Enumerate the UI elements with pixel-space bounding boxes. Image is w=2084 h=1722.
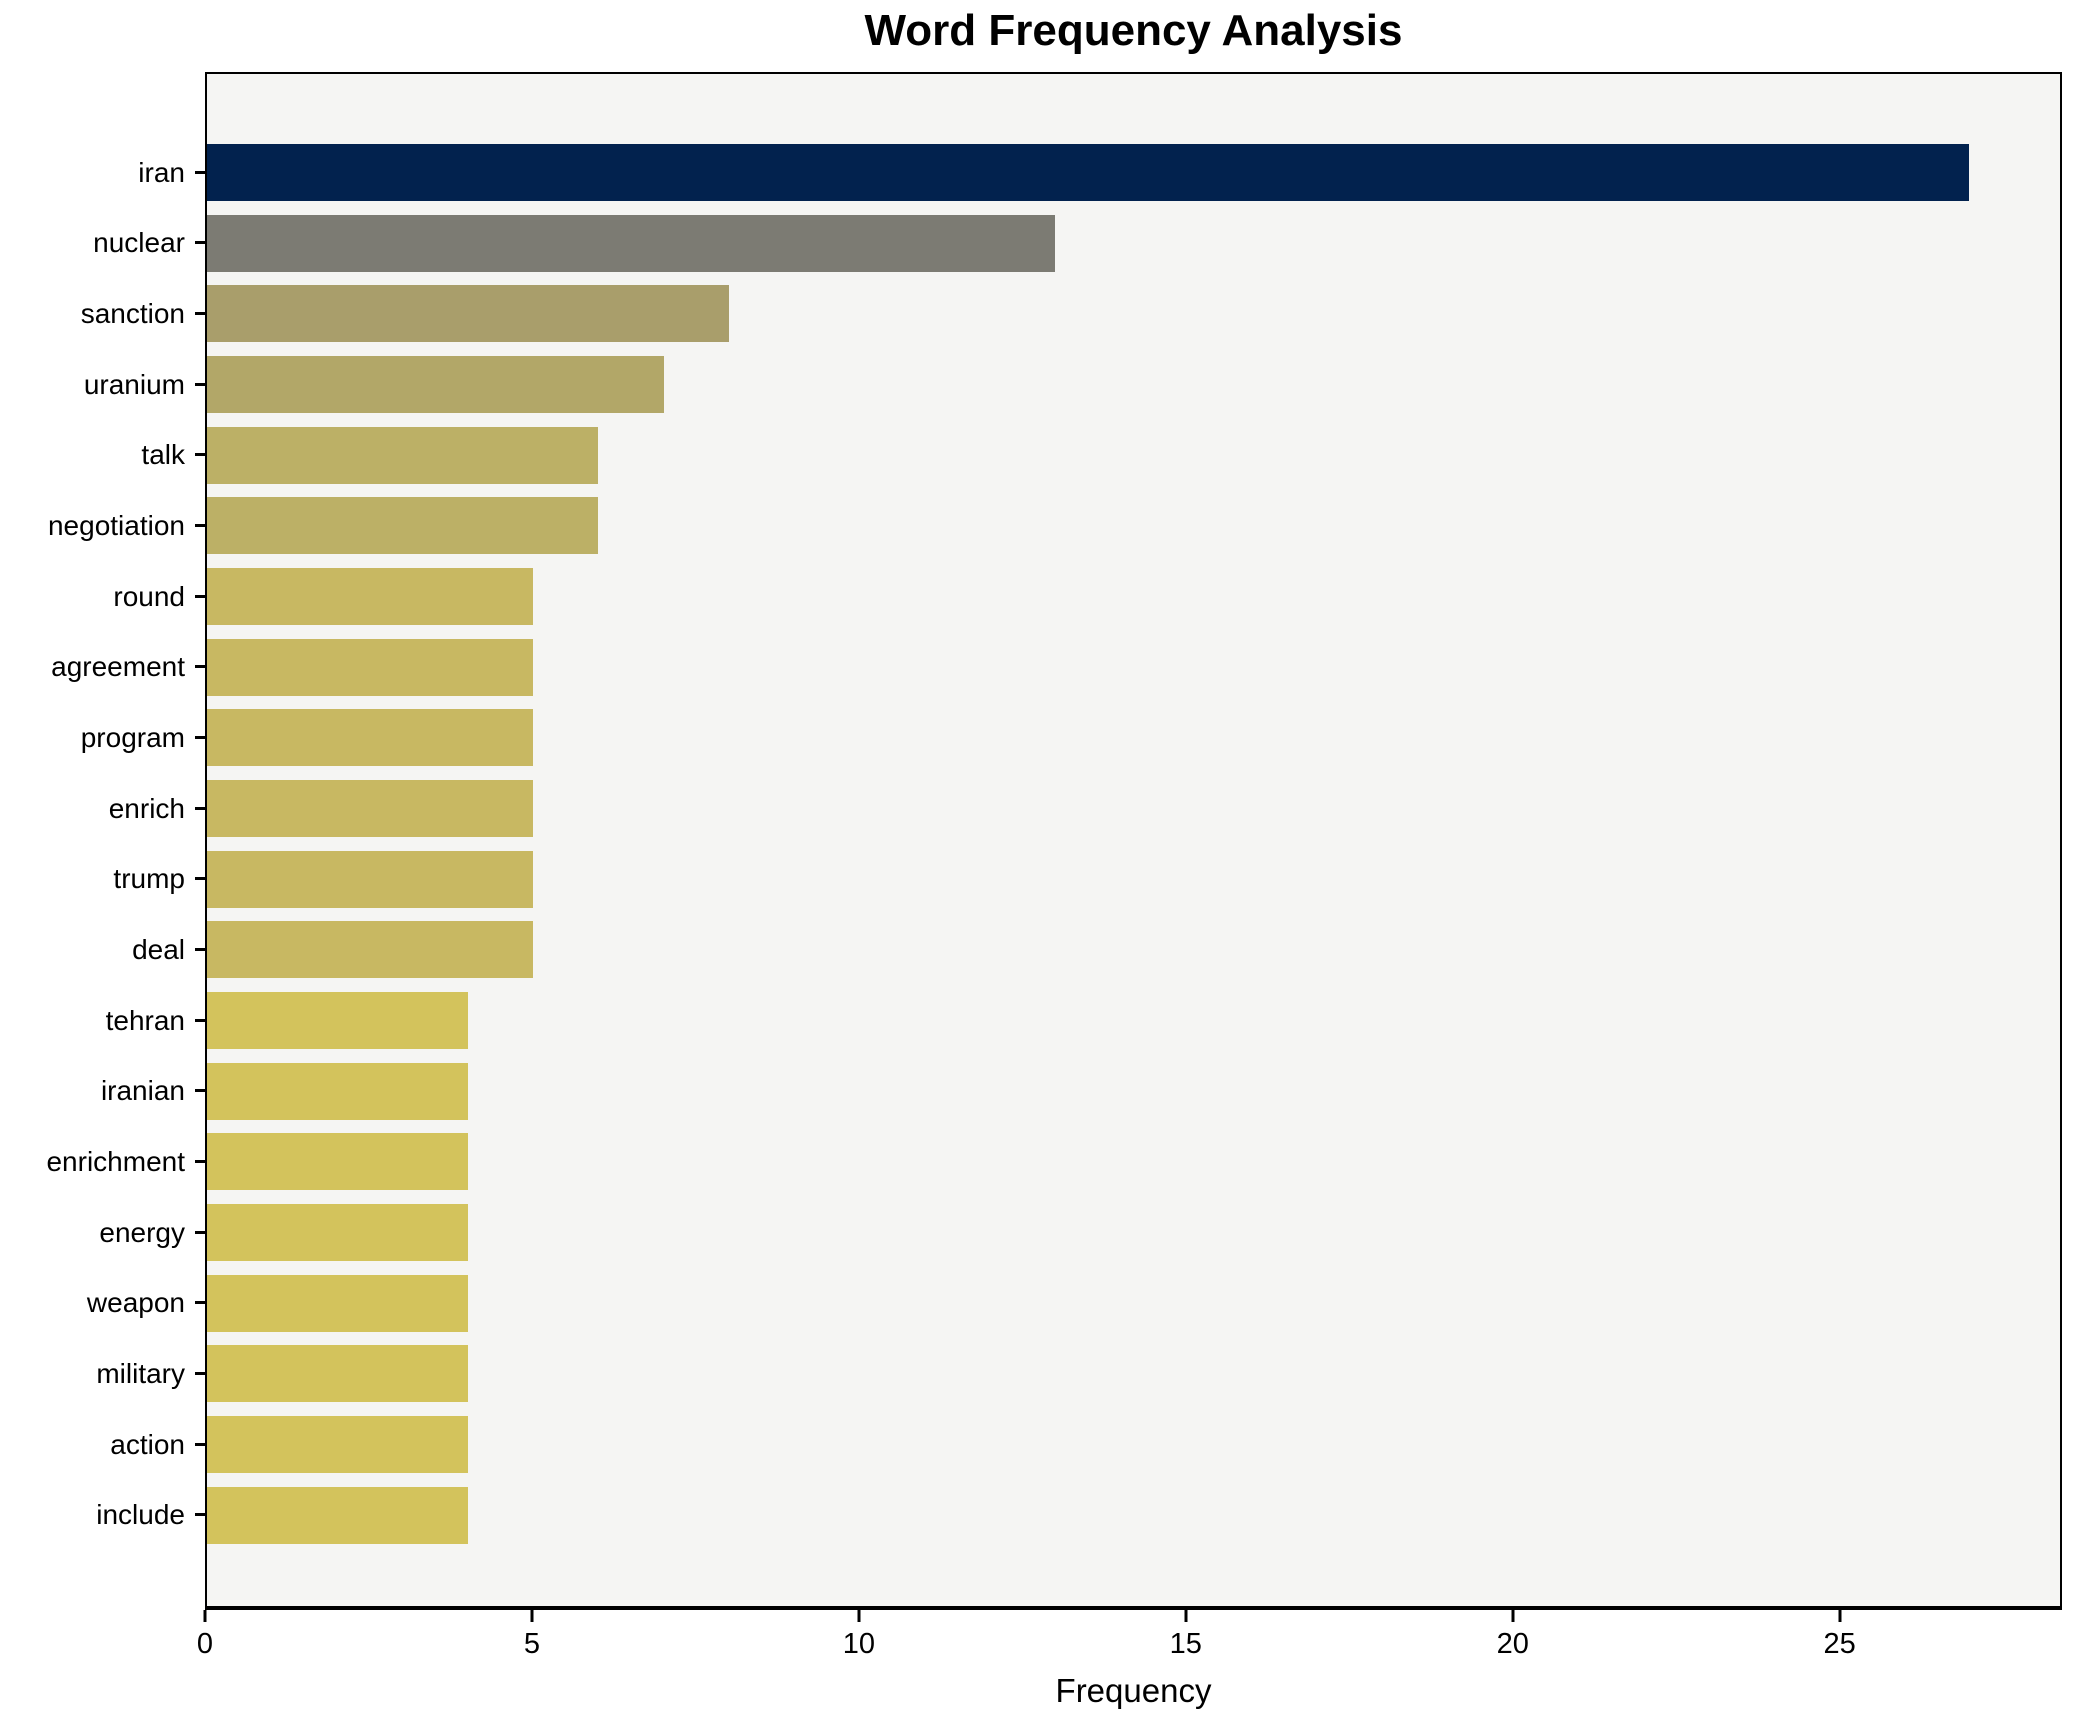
bar-row-negotiation: negotiation [48,497,2060,555]
y-tick-mark [195,877,207,881]
x-tick-label-10: 10 [842,1628,875,1660]
y-tick-mark [195,1159,207,1163]
x-tick-mark-20 [1511,1610,1515,1622]
x-tick-label-5: 5 [523,1628,540,1660]
x-tick-label-15: 15 [1169,1628,1202,1660]
bar-program [207,709,534,767]
x-tick-mark-10 [857,1610,861,1622]
y-tick-label-talk: talk [141,439,185,471]
y-tick-label-trump: trump [113,863,185,895]
y-tick-mark [195,170,207,174]
y-tick-label-sanction: sanction [80,297,185,329]
y-tick-mark [195,1018,207,1022]
y-tick-mark [195,453,207,457]
y-tick-mark [195,1089,207,1093]
bar-negotiation [207,497,599,555]
bar-row-talk: talk [141,426,2060,484]
bar-talk [207,426,599,484]
bar-row-action: action [110,1416,2060,1474]
y-tick-label-action: action [110,1428,185,1460]
bar-row-tehran: tehran [106,992,2060,1050]
y-tick-label-agreement: agreement [51,651,185,683]
y-tick-label-uranium: uranium [83,368,185,400]
bar-row-program: program [81,709,2060,767]
x-tick-mark-15 [1184,1610,1188,1622]
y-tick-label-weapon: weapon [86,1287,185,1319]
bar-row-weapon: weapon [87,1274,2060,1332]
bar-trump [207,850,534,908]
bar-row-trump: trump [113,850,2060,908]
y-tick-label-military: military [96,1357,185,1389]
bar-row-iranian: iranian [101,1062,2060,1120]
y-tick-mark [195,1301,207,1305]
bar-sanction [207,285,729,343]
x-tick-label-20: 20 [1496,1628,1529,1660]
y-tick-mark [195,311,207,315]
bar-deal [207,921,534,979]
y-tick-mark [195,665,207,669]
bar-row-enrichment: enrichment [46,1133,2060,1191]
y-tick-label-nuclear: nuclear [93,227,185,259]
y-tick-label-iranian: iranian [100,1075,185,1107]
bar-row-uranium: uranium [84,356,2060,414]
x-tick-label-0: 0 [196,1628,214,1660]
bar-row-iran: iran [138,144,2060,201]
y-tick-label-energy: energy [99,1216,185,1248]
x-tick-label-25: 25 [1823,1628,1856,1660]
bar-group: iran nuclear sanction uranium talk negotiatio… [46,144,2060,1544]
x-axis-title: Frequency [1055,1672,1212,1709]
y-tick-mark [195,947,207,951]
bar-weapon [207,1274,468,1332]
bar-nuclear [207,214,1056,272]
y-tick-label-deal: deal [132,933,185,965]
plot-area: iran nuclear sanction uranium talk negotiatio… [46,72,2062,1610]
y-tick-label-negotiation: negotiation [47,509,185,541]
bar-enrich [207,780,534,838]
y-tick-mark [195,735,207,739]
y-tick-mark [195,1230,207,1234]
y-tick-mark [195,594,207,598]
y-tick-label-round: round [113,580,185,612]
bar-agreement [207,638,534,696]
bar-row-nuclear: nuclear [93,214,2060,272]
y-tick-label-include: include [96,1499,185,1531]
bar-iran [207,144,1969,201]
bar-row-deal: deal [132,921,2060,979]
bar-military [207,1345,468,1403]
y-tick-mark [195,806,207,810]
y-tick-label-tehran: tehran [105,1004,185,1036]
y-tick-mark [195,1371,207,1375]
bar-round [207,568,534,626]
bar-row-include: include [96,1486,2060,1544]
bar-include [207,1486,468,1544]
bar-row-enrich: enrich [109,780,2060,838]
y-tick-label-program: program [80,721,185,753]
bar-row-round: round [113,568,2060,626]
chart-title: Word Frequency Analysis [864,6,1403,55]
bar-iranian [207,1062,468,1120]
y-tick-mark [195,523,207,527]
x-tick-mark-5 [530,1610,534,1622]
y-tick-mark [195,382,207,386]
y-tick-mark [195,241,207,245]
y-tick-mark [195,1442,207,1446]
bar-energy [207,1204,468,1262]
y-tick-label-enrich: enrich [108,792,185,824]
bar-row-sanction: sanction [81,285,2060,343]
bar-row-agreement: agreement [51,638,2060,696]
bar-enrichment [207,1133,468,1191]
y-tick-label-enrichment: enrichment [46,1145,185,1177]
y-tick-mark [195,1513,207,1517]
bar-row-energy: energy [99,1204,2060,1262]
bar-uranium [207,356,664,414]
bar-row-military: military [96,1345,2060,1403]
x-tick-mark-0 [203,1610,207,1622]
x-tick-mark-25 [1838,1610,1842,1622]
bar-tehran [207,992,468,1050]
x-axis: 0 5 10 15 20 25 [197,1610,2062,1670]
y-tick-label-iran: iran [138,156,185,188]
bar-action [207,1416,468,1474]
